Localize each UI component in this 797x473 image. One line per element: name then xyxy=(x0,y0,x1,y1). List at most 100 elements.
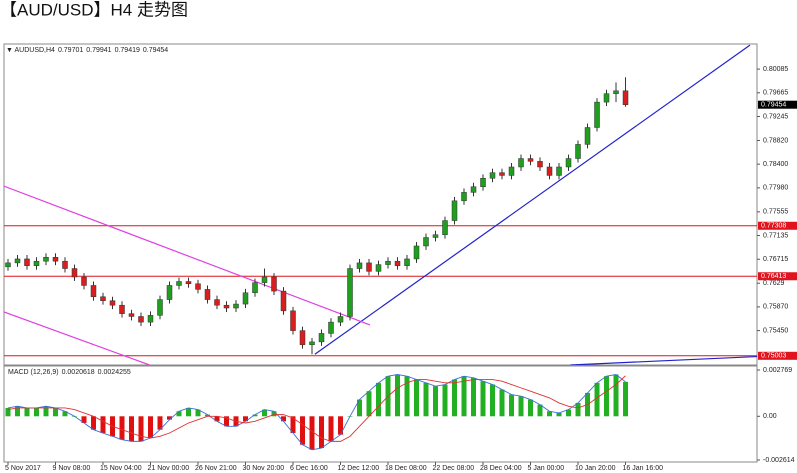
macd-bar xyxy=(537,404,543,417)
macd-bar xyxy=(556,412,562,417)
macd-bar xyxy=(214,416,220,422)
macd-bar xyxy=(547,411,553,417)
candle-body xyxy=(271,276,277,292)
candle-body xyxy=(43,256,49,262)
candle-body xyxy=(33,260,40,266)
macd-bar xyxy=(195,409,201,417)
y-tick-label: 0.77980 xyxy=(763,185,788,192)
candle-body xyxy=(404,258,410,266)
candle-body xyxy=(423,237,429,247)
header: ▼ AUDUSD,H4 0.79701 0.79941 0.79419 0.79454 xyxy=(6,47,168,54)
collapse-icon: ▼ xyxy=(6,47,15,54)
macd-bar xyxy=(43,406,49,417)
macd-bar xyxy=(128,416,134,442)
candle-body xyxy=(518,158,524,168)
macd-bar xyxy=(461,376,467,417)
candle-body xyxy=(432,234,439,238)
page-title: 【AUD/USD】H4 走势图 xyxy=(0,0,188,19)
macd-bar xyxy=(157,416,163,430)
y-tick-label: 0.75450 xyxy=(763,327,788,334)
candle-body xyxy=(242,292,249,305)
candle-body xyxy=(309,341,315,345)
y-tick-label: 0.00 xyxy=(763,413,777,420)
macd-bar xyxy=(252,414,258,417)
level-label: 0.76413 xyxy=(761,273,786,280)
trend-line xyxy=(4,311,150,365)
macd-bar xyxy=(594,382,600,417)
macd-label: MACD (12,26,9) xyxy=(8,369,59,376)
candle-body xyxy=(451,200,458,221)
x-tick-label: 15 Nov 04:00 xyxy=(100,465,142,472)
macd-bar xyxy=(138,416,144,442)
candle-body xyxy=(109,300,116,306)
y-tick-label: 0.79245 xyxy=(763,113,788,120)
x-tick-label: 16 Jan 16:00 xyxy=(623,465,664,472)
candle-body xyxy=(356,262,363,269)
candle-body xyxy=(480,178,486,187)
current-price-label: 0.79454 xyxy=(761,102,786,109)
candle-body xyxy=(261,276,268,283)
candle-body xyxy=(366,262,372,272)
macd-bar xyxy=(404,376,410,417)
candle-body xyxy=(81,276,87,286)
y-tick-label: 0.77135 xyxy=(763,232,788,239)
axes: 0.80085 0.79665 0.79245 0.78820 0.78400 0.779… xyxy=(5,66,797,472)
candle-body xyxy=(470,186,477,193)
macd-header: MACD (12,26,9) 0.0020618 0.0024255 xyxy=(8,369,131,376)
macd-bar xyxy=(185,407,191,417)
x-tick-label: 12 Dec 12:00 xyxy=(338,465,380,472)
candle-body xyxy=(185,281,192,285)
macd-bar xyxy=(328,416,334,442)
symbol: AUDUSD,H4 xyxy=(15,47,56,54)
trend-line xyxy=(314,44,751,355)
macd-bar xyxy=(566,409,572,417)
candle-body xyxy=(603,93,610,103)
candle-body xyxy=(14,258,21,264)
macd-bar xyxy=(176,411,182,417)
macd-bar xyxy=(100,416,106,434)
main-panel xyxy=(3,43,758,366)
macd-bar xyxy=(518,396,524,417)
candle-body xyxy=(499,172,505,176)
macd-bar xyxy=(81,416,87,423)
candle-body xyxy=(157,299,163,316)
macd-bar xyxy=(442,384,448,417)
macd-bar xyxy=(480,381,486,417)
main-plot xyxy=(4,44,757,365)
macd-bar xyxy=(433,386,439,417)
macd-bar xyxy=(575,402,581,417)
macd-bar xyxy=(271,411,277,417)
candle-body xyxy=(375,264,382,272)
candle-body xyxy=(556,166,562,176)
macd-bar xyxy=(290,416,296,434)
level-label-box xyxy=(758,351,797,360)
macd-bar xyxy=(623,381,629,417)
macd-bar xyxy=(414,379,420,417)
macd-bar xyxy=(604,376,610,417)
candle-body xyxy=(204,289,211,300)
macd-bar xyxy=(14,406,20,417)
candle-body xyxy=(565,158,572,168)
y-tick-label: 0.7629 xyxy=(763,280,785,287)
x-tick-label: 22 Dec 08:00 xyxy=(433,465,475,472)
x-tick-label: 26 Nov 21:00 xyxy=(195,465,237,472)
macd-bar xyxy=(281,416,287,422)
macd-bar xyxy=(366,391,372,417)
candle-body xyxy=(119,304,125,314)
candle-body xyxy=(195,283,201,290)
y-tick-label: -0.002614 xyxy=(763,457,795,464)
macd-panel xyxy=(3,365,758,463)
trend-line xyxy=(570,355,757,365)
candle-body xyxy=(347,268,353,317)
macd-bar xyxy=(309,416,315,450)
candle-body xyxy=(442,220,448,235)
candle-body xyxy=(318,333,325,343)
x-tick-label: 5 Jan 00:00 xyxy=(528,465,565,472)
candle-body xyxy=(71,268,78,278)
macd-bar xyxy=(528,399,534,417)
candle-body xyxy=(299,330,306,345)
candle-body xyxy=(128,313,135,317)
macd-bar xyxy=(242,416,248,422)
y-tick-label: 0.76715 xyxy=(763,256,788,263)
